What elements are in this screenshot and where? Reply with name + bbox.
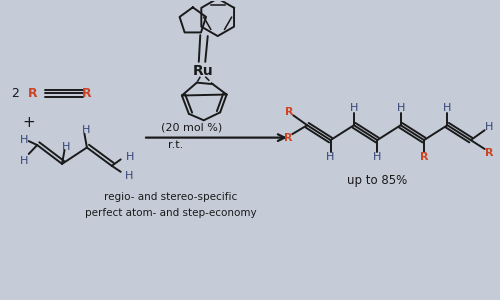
Text: H: H: [485, 122, 494, 132]
Text: (20 mol %): (20 mol %): [160, 123, 222, 133]
Text: R: R: [285, 107, 294, 117]
Text: Ru: Ru: [192, 64, 213, 78]
Text: H: H: [396, 103, 405, 113]
Text: H: H: [20, 135, 28, 145]
Text: H: H: [62, 142, 70, 152]
Text: H: H: [443, 103, 452, 113]
Text: up to 85%: up to 85%: [346, 174, 407, 187]
Text: +: +: [22, 115, 35, 130]
Text: H: H: [20, 156, 28, 167]
Text: H: H: [373, 152, 382, 162]
Text: H: H: [126, 152, 134, 162]
Text: regio- and stereo-specific: regio- and stereo-specific: [104, 192, 237, 202]
Text: H: H: [82, 125, 90, 135]
Text: H: H: [326, 152, 334, 162]
Text: R: R: [82, 86, 92, 100]
Text: R: R: [28, 86, 37, 100]
Text: H: H: [350, 103, 358, 113]
Text: 2: 2: [12, 86, 19, 100]
Text: R: R: [284, 133, 292, 143]
Text: perfect atom- and step-economy: perfect atom- and step-economy: [84, 208, 256, 218]
Text: H: H: [124, 171, 133, 181]
Text: r.t.: r.t.: [168, 140, 183, 150]
Text: R: R: [485, 148, 494, 158]
Text: R: R: [420, 152, 428, 162]
